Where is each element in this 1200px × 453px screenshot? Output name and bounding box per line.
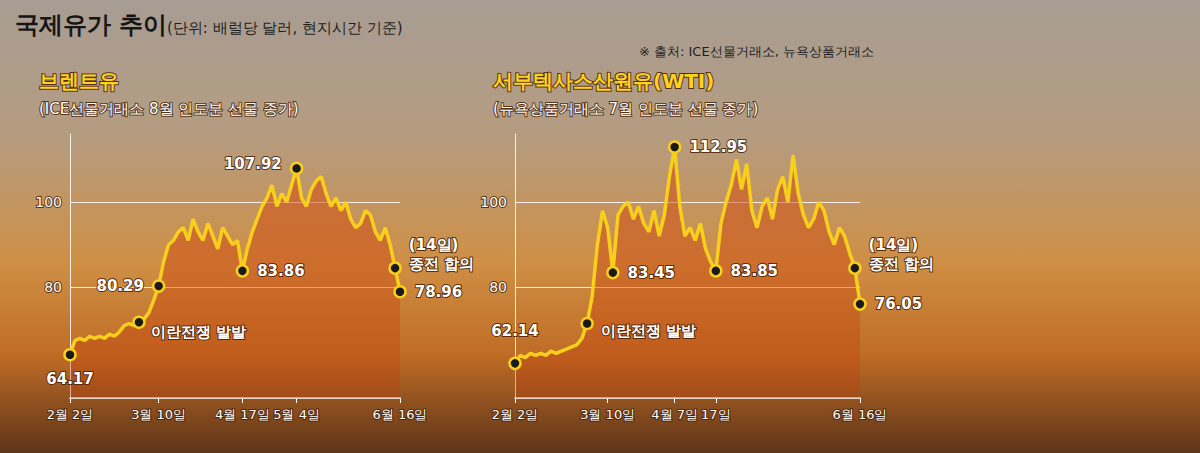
svg-text:76.05: 76.05 — [875, 295, 922, 313]
svg-text:(14일): (14일) — [869, 236, 919, 254]
svg-text:3월 10일: 3월 10일 — [131, 407, 186, 422]
svg-text:2월 2일: 2월 2일 — [492, 407, 539, 422]
svg-text:(뉴욕상품거래소 7월 인도분 선물 종가): (뉴욕상품거래소 7월 인도분 선물 종가) — [493, 100, 758, 118]
svg-text:국제유가 추이: 국제유가 추이 — [15, 11, 167, 39]
svg-text:이란전쟁 발발: 이란전쟁 발발 — [151, 323, 246, 341]
svg-text:6월 16일: 6월 16일 — [373, 407, 428, 422]
svg-text:종전 합의: 종전 합의 — [869, 255, 934, 273]
svg-text:107.92: 107.92 — [224, 155, 282, 173]
svg-text:2월 2일: 2월 2일 — [47, 407, 94, 422]
svg-text:112.95: 112.95 — [689, 138, 747, 156]
svg-text:브렌트유: 브렌트유 — [39, 69, 119, 93]
svg-text:80.29: 80.29 — [96, 277, 143, 295]
svg-text:(14일): (14일) — [409, 236, 459, 254]
svg-text:78.96: 78.96 — [415, 283, 462, 301]
svg-text:62.14: 62.14 — [491, 322, 538, 340]
svg-text:종전 합의: 종전 합의 — [409, 255, 474, 273]
svg-text:이란전쟁 발발: 이란전쟁 발발 — [601, 322, 696, 340]
svg-text:83.86: 83.86 — [257, 262, 304, 280]
svg-text:5월 4일: 5월 4일 — [273, 407, 320, 422]
svg-text:서부텍사스산원유(WTI): 서부텍사스산원유(WTI) — [493, 69, 714, 93]
svg-text:100: 100 — [35, 194, 62, 210]
svg-text:4월 17일: 4월 17일 — [215, 407, 270, 422]
svg-text:※ 출처: ICE선물거래소, 뉴욕상품거래소: ※ 출처: ICE선물거래소, 뉴욕상품거래소 — [639, 44, 874, 59]
svg-text:17일: 17일 — [701, 407, 731, 422]
svg-text:(ICE선물거래소 8월 인도분 선물 종가): (ICE선물거래소 8월 인도분 선물 종가) — [39, 100, 299, 118]
svg-text:64.17: 64.17 — [46, 370, 93, 388]
svg-text:83.85: 83.85 — [731, 262, 778, 280]
svg-text:83.45: 83.45 — [628, 264, 675, 282]
svg-text:6월 16일: 6월 16일 — [833, 407, 888, 422]
svg-text:(단위: 배럴당 달러, 현지시간 기준): (단위: 배럴당 달러, 현지시간 기준) — [167, 19, 403, 37]
svg-text:3월 10일: 3월 10일 — [580, 407, 635, 422]
svg-text:4월 7일: 4월 7일 — [651, 407, 698, 422]
svg-text:80: 80 — [44, 279, 62, 295]
svg-text:80: 80 — [489, 279, 507, 295]
svg-text:100: 100 — [480, 194, 507, 210]
